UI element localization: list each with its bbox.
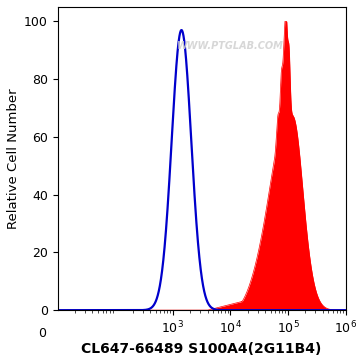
Y-axis label: Relative Cell Number: Relative Cell Number: [7, 88, 20, 229]
X-axis label: CL647-66489 S100A4(2G11B4): CL647-66489 S100A4(2G11B4): [82, 342, 322, 356]
Text: 0: 0: [38, 327, 46, 340]
Text: WWW.PTGLAB.COM: WWW.PTGLAB.COM: [177, 41, 284, 52]
